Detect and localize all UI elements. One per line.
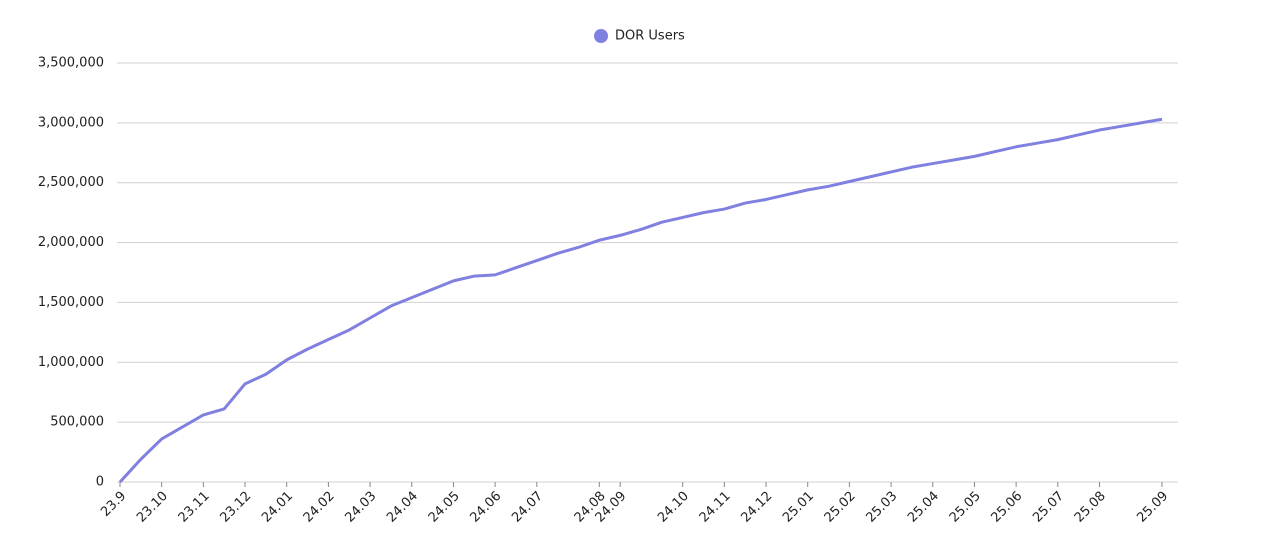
y-tick-label: 1,500,000 <box>38 295 104 310</box>
x-tick-label: 24.05 <box>426 489 463 526</box>
y-tick-label: 2,500,000 <box>38 175 104 190</box>
legend-marker <box>594 29 608 43</box>
x-tick-label: 24.03 <box>342 489 379 526</box>
y-tick-label: 500,000 <box>50 415 104 430</box>
x-tick-label: 23.11 <box>176 489 213 526</box>
x-tick-label: 25.06 <box>988 489 1025 526</box>
x-tick-label: 24.11 <box>697 489 734 526</box>
y-tick-label: 1,000,000 <box>38 355 104 370</box>
legend-label: DOR Users <box>615 29 685 44</box>
x-tick-label: 25.05 <box>947 489 984 526</box>
x-tick-label: 24.02 <box>301 489 338 526</box>
x-tick-label: 24.07 <box>509 489 546 526</box>
x-tick-label: 23.12 <box>217 489 254 526</box>
x-tick-label: 25.01 <box>780 489 817 526</box>
x-tick-label: 25.08 <box>1072 489 1109 526</box>
data-line <box>118 117 1163 484</box>
y-tick-label: 0 <box>96 475 104 490</box>
y-tick-label: 3,500,000 <box>38 56 104 71</box>
x-tick-label: 23.9 <box>98 489 129 520</box>
x-tick-label: 24.06 <box>467 489 504 526</box>
x-tick-label: 25.02 <box>822 489 859 526</box>
x-tick-label: 25.07 <box>1030 489 1067 526</box>
x-tick-label: 24.10 <box>655 489 692 526</box>
x-tick-label: 24.04 <box>384 489 421 526</box>
x-tick-label: 24.12 <box>738 489 775 526</box>
y-tick-label: 3,000,000 <box>38 115 104 130</box>
y-tick-label: 2,000,000 <box>38 235 104 250</box>
x-tick-label: 25.09 <box>1134 489 1171 526</box>
x-tick-label: 23.10 <box>134 489 171 526</box>
x-tick-label: 25.04 <box>905 489 942 526</box>
x-tick-label: 24.01 <box>259 489 296 526</box>
x-tick-label: 25.03 <box>863 489 900 526</box>
